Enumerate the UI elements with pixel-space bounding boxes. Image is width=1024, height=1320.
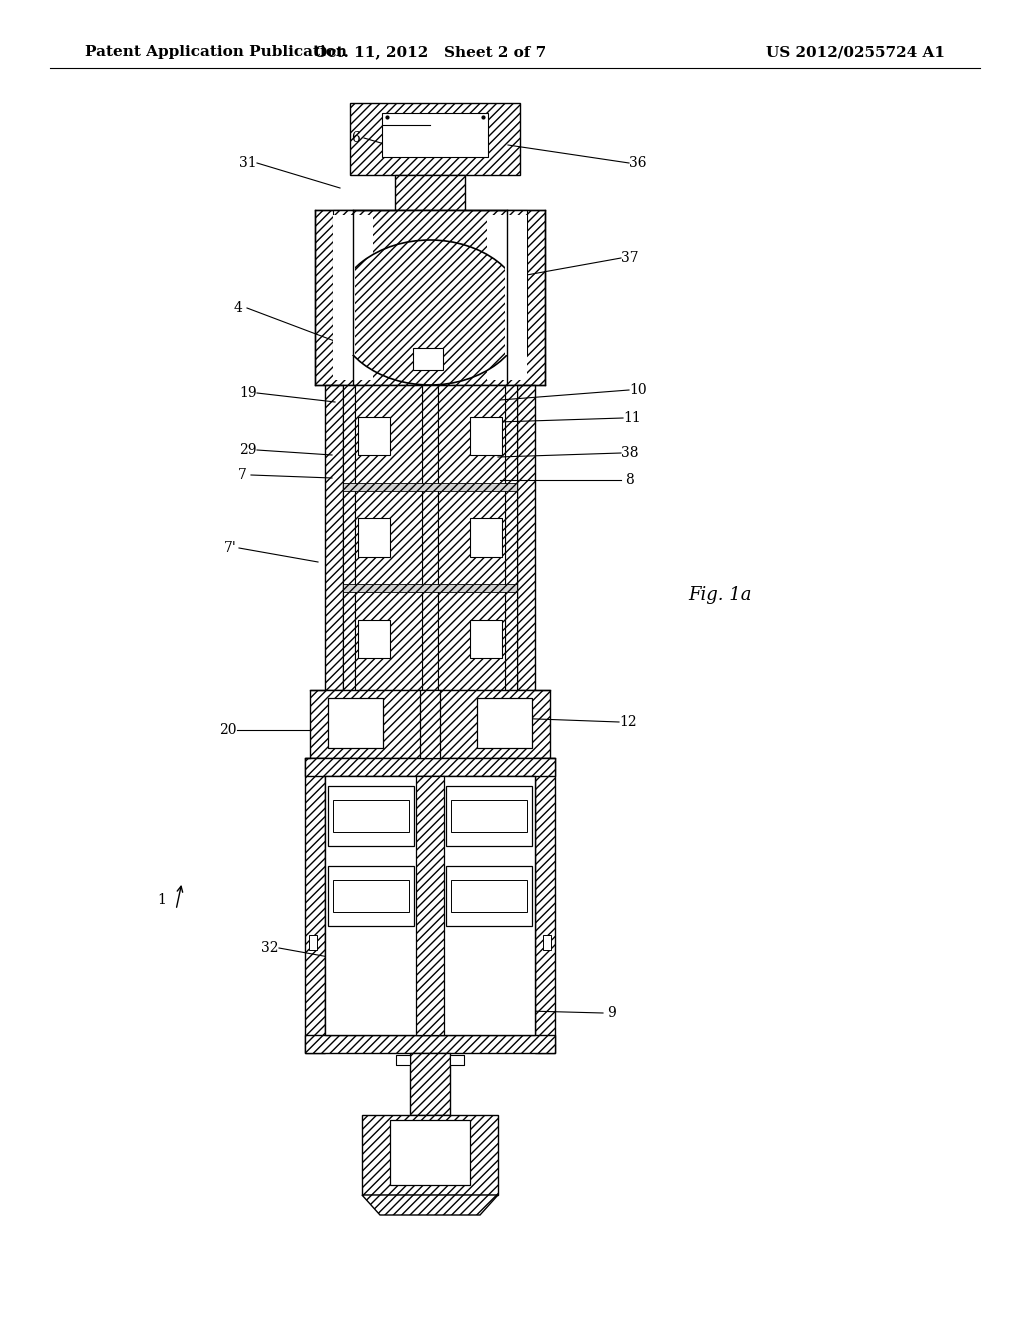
Bar: [416, 776, 444, 1035]
Bar: [420, 690, 440, 758]
Text: 38: 38: [622, 446, 639, 459]
Bar: [333, 880, 409, 912]
Bar: [470, 620, 502, 659]
Bar: [450, 1055, 464, 1065]
Bar: [358, 417, 390, 455]
Bar: [396, 1055, 410, 1065]
Ellipse shape: [335, 240, 525, 385]
Bar: [473, 631, 499, 648]
Bar: [473, 529, 499, 546]
Text: 7': 7': [223, 541, 237, 554]
Bar: [410, 1053, 450, 1115]
Bar: [328, 866, 414, 927]
Bar: [505, 215, 527, 355]
Bar: [325, 776, 535, 1035]
Bar: [328, 785, 414, 846]
Text: Oct. 11, 2012   Sheet 2 of 7: Oct. 11, 2012 Sheet 2 of 7: [314, 45, 546, 59]
Text: 8: 8: [626, 473, 635, 487]
Bar: [361, 529, 387, 546]
Text: 10: 10: [629, 383, 647, 397]
Text: 19: 19: [240, 385, 257, 400]
Bar: [310, 690, 550, 758]
Bar: [438, 385, 505, 690]
Bar: [325, 385, 343, 690]
Text: 6: 6: [350, 131, 359, 145]
Bar: [315, 210, 545, 385]
Bar: [413, 348, 443, 370]
Bar: [333, 800, 409, 832]
Bar: [309, 935, 317, 950]
Text: 20: 20: [219, 723, 237, 737]
Polygon shape: [362, 1195, 498, 1214]
Bar: [446, 785, 532, 846]
Bar: [470, 519, 502, 557]
Bar: [382, 114, 488, 157]
Bar: [305, 758, 555, 776]
Bar: [477, 698, 532, 748]
Bar: [446, 866, 532, 927]
Text: 7: 7: [238, 469, 247, 482]
Bar: [333, 215, 355, 355]
Bar: [362, 1115, 498, 1195]
Text: 12: 12: [620, 715, 637, 729]
Bar: [358, 519, 390, 557]
Bar: [505, 385, 517, 690]
Bar: [343, 385, 355, 690]
Bar: [333, 210, 353, 355]
Text: 11: 11: [624, 411, 641, 425]
Bar: [395, 176, 465, 210]
Text: 29: 29: [240, 444, 257, 457]
Text: Fig. 1a: Fig. 1a: [688, 586, 752, 605]
Bar: [328, 698, 383, 748]
Bar: [507, 210, 527, 355]
Text: 1: 1: [158, 894, 167, 907]
Bar: [305, 758, 325, 1053]
Bar: [305, 1035, 555, 1053]
Text: 9: 9: [607, 1006, 616, 1020]
Text: 31: 31: [240, 156, 257, 170]
Bar: [535, 758, 555, 1053]
Text: 36: 36: [630, 156, 647, 170]
Bar: [422, 385, 438, 690]
Bar: [350, 103, 520, 176]
Text: Patent Application Publication: Patent Application Publication: [85, 45, 347, 59]
Bar: [451, 880, 527, 912]
Bar: [451, 800, 527, 832]
Bar: [517, 385, 535, 690]
Bar: [343, 483, 517, 491]
Bar: [473, 428, 499, 445]
Bar: [396, 1055, 410, 1065]
Bar: [470, 417, 502, 455]
Bar: [343, 585, 517, 593]
Bar: [450, 1055, 464, 1065]
Text: 37: 37: [622, 251, 639, 265]
Text: US 2012/0255724 A1: US 2012/0255724 A1: [766, 45, 945, 59]
Bar: [487, 215, 527, 380]
Bar: [355, 385, 422, 690]
Bar: [358, 620, 390, 659]
Bar: [333, 215, 373, 380]
Bar: [543, 935, 551, 950]
Bar: [361, 631, 387, 648]
Bar: [361, 428, 387, 445]
Bar: [390, 1119, 470, 1185]
Text: 32: 32: [261, 941, 279, 954]
Text: 4: 4: [233, 301, 243, 315]
